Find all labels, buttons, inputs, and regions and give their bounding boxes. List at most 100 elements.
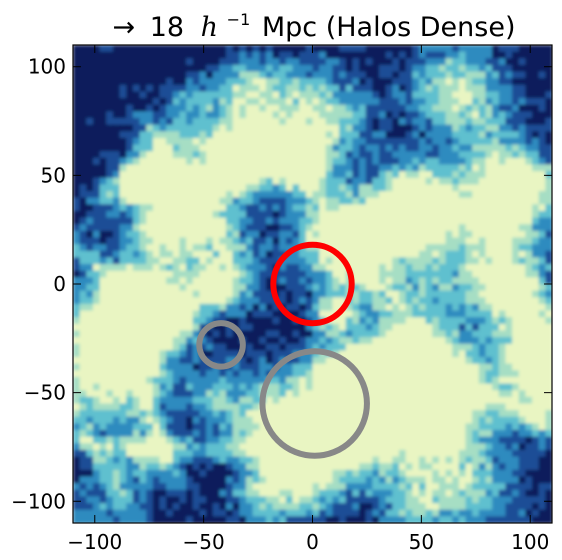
heatmap-cell	[192, 443, 201, 451]
heatmap-cell	[405, 157, 413, 166]
heatmap-cell	[478, 191, 487, 199]
heatmap-cell	[339, 204, 347, 212]
heatmap-cell	[418, 111, 427, 119]
heatmap-cell	[472, 197, 480, 206]
heatmap-cell	[106, 224, 114, 232]
heatmap-cell	[259, 376, 267, 385]
heatmap-cell	[79, 51, 87, 59]
heatmap-cell	[252, 376, 260, 385]
heatmap-cell	[232, 118, 241, 126]
heatmap-cell	[292, 290, 300, 298]
heatmap-cell	[265, 191, 274, 199]
heatmap-cell	[438, 210, 447, 219]
heatmap-cell	[112, 290, 121, 298]
heatmap-cell	[325, 197, 334, 206]
heatmap-cell	[505, 171, 513, 179]
heatmap-cell	[219, 111, 227, 119]
heatmap-cell	[385, 244, 394, 252]
heatmap-cell	[498, 310, 507, 318]
heatmap-cell	[438, 310, 447, 318]
heatmap-cell	[492, 157, 500, 166]
heatmap-cell	[132, 244, 141, 252]
heatmap-cell	[86, 496, 94, 504]
heatmap-cell	[279, 449, 287, 458]
heatmap-cell	[92, 396, 101, 405]
heatmap-cell	[245, 370, 254, 378]
heatmap-cell	[505, 264, 513, 272]
heatmap-cell	[332, 370, 340, 378]
heatmap-cell	[438, 350, 447, 358]
heatmap-cell	[319, 489, 327, 498]
heatmap-cell	[86, 317, 94, 325]
heatmap-cell	[418, 45, 427, 53]
heatmap-cell	[545, 330, 552, 338]
heatmap-cell	[432, 164, 440, 172]
heatmap-cell	[332, 144, 340, 152]
heatmap-cell	[206, 230, 214, 239]
heatmap-cell	[472, 191, 480, 199]
heatmap-cell	[332, 177, 340, 186]
heatmap-cell	[152, 191, 161, 199]
heatmap-cell	[132, 124, 141, 133]
heatmap-cell	[412, 164, 420, 172]
heatmap-cell	[465, 250, 473, 259]
heatmap-cell	[518, 244, 527, 252]
heatmap-cell	[432, 284, 440, 292]
heatmap-cell	[305, 257, 314, 265]
heatmap-cell	[538, 184, 547, 192]
heatmap-cell	[485, 449, 493, 458]
heatmap-cell	[452, 244, 460, 252]
heatmap-cell	[385, 230, 394, 239]
heatmap-cell	[232, 489, 241, 498]
heatmap-cell	[492, 456, 500, 464]
heatmap-cell	[73, 257, 81, 265]
heatmap-cell	[166, 144, 174, 152]
heatmap-cell	[79, 244, 87, 252]
heatmap-cell	[79, 257, 87, 265]
heatmap-cell	[525, 257, 533, 265]
heatmap-cell	[392, 177, 400, 186]
heatmap-cell	[532, 171, 540, 179]
heatmap-cell	[219, 416, 227, 425]
heatmap-cell	[545, 416, 552, 425]
heatmap-cell	[312, 290, 320, 298]
heatmap-cell	[285, 217, 294, 225]
heatmap-cell	[73, 363, 81, 372]
heatmap-cell	[432, 317, 440, 325]
heatmap-cell	[432, 443, 440, 451]
heatmap-cell	[458, 64, 467, 73]
heatmap-cell	[398, 317, 407, 325]
heatmap-cell	[212, 270, 221, 279]
heatmap-cell	[119, 416, 127, 425]
heatmap-cell	[232, 469, 241, 478]
heatmap-cell	[425, 264, 433, 272]
heatmap-cell	[119, 257, 127, 265]
heatmap-cell	[345, 443, 354, 451]
heatmap-cell	[219, 151, 227, 159]
heatmap-cell	[372, 210, 380, 219]
heatmap-cell	[179, 337, 187, 345]
heatmap-cell	[425, 71, 433, 79]
heatmap-cell	[379, 184, 387, 192]
heatmap-cell	[412, 390, 420, 398]
heatmap-cell	[199, 157, 207, 166]
heatmap-cell	[485, 230, 493, 239]
heatmap-cell	[412, 137, 420, 146]
heatmap-cell	[199, 503, 207, 511]
heatmap-cell	[219, 323, 227, 332]
heatmap-cell	[146, 357, 154, 365]
heatmap-cell	[305, 303, 314, 312]
heatmap-cell	[505, 210, 513, 219]
heatmap-cell	[239, 443, 247, 451]
heatmap-cell	[492, 118, 500, 126]
heatmap-cell	[545, 456, 552, 464]
heatmap-cell	[452, 230, 460, 239]
heatmap-cell	[492, 104, 500, 113]
heatmap-cell	[525, 390, 533, 398]
heatmap-cell	[179, 78, 187, 86]
heatmap-cell	[339, 84, 347, 93]
heatmap-cell	[259, 91, 267, 99]
heatmap-cell	[412, 250, 420, 259]
heatmap-cell	[412, 297, 420, 305]
heatmap-cell	[485, 184, 493, 192]
